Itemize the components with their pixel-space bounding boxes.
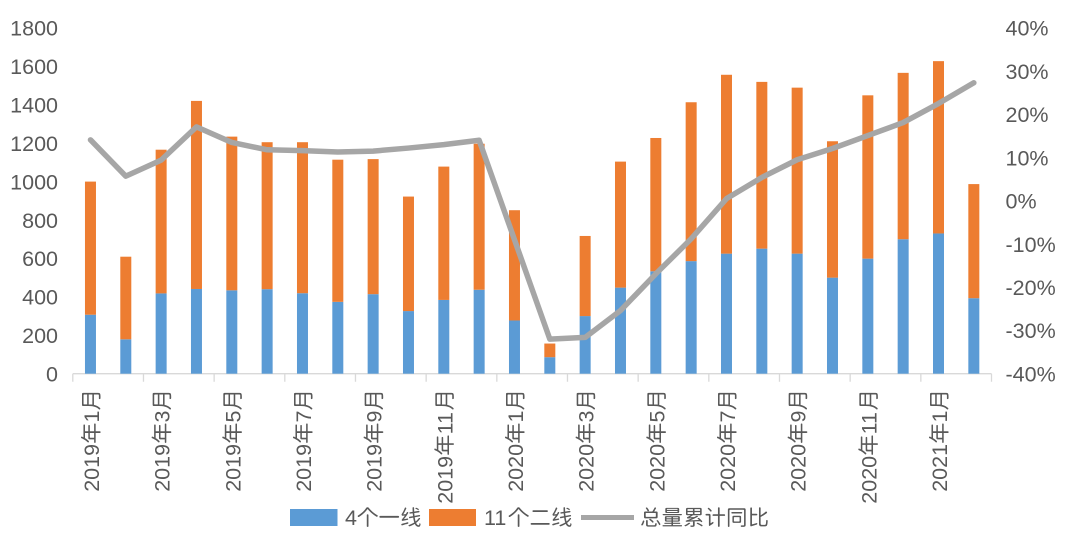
svg-text:2020: 2020 xyxy=(575,444,599,492)
svg-text:-20%: -20% xyxy=(1006,276,1056,300)
svg-text:20%: 20% xyxy=(1006,103,1049,127)
svg-text:5: 5 xyxy=(221,410,245,422)
svg-text:2019: 2019 xyxy=(221,444,245,492)
svg-text:1200: 1200 xyxy=(10,132,58,156)
svg-text:-30%: -30% xyxy=(1006,319,1056,343)
svg-text:2019: 2019 xyxy=(80,444,104,492)
svg-text:1: 1 xyxy=(80,410,104,422)
svg-text:2020: 2020 xyxy=(504,444,528,492)
svg-text:2019: 2019 xyxy=(433,456,457,504)
svg-text:400: 400 xyxy=(22,286,58,310)
svg-text:-40%: -40% xyxy=(1006,362,1056,386)
svg-text:800: 800 xyxy=(22,209,58,233)
svg-text:1600: 1600 xyxy=(10,55,58,79)
svg-text:1: 1 xyxy=(928,410,952,422)
svg-text:-10%: -10% xyxy=(1006,233,1056,257)
svg-text:30%: 30% xyxy=(1006,60,1049,84)
svg-text:600: 600 xyxy=(22,247,58,271)
svg-text:11: 11 xyxy=(857,412,881,434)
svg-text:2019: 2019 xyxy=(363,444,387,492)
svg-text:40%: 40% xyxy=(1006,17,1049,41)
svg-text:7: 7 xyxy=(716,410,740,422)
svg-text:4: 4 xyxy=(345,506,357,530)
svg-text:2020: 2020 xyxy=(716,444,740,492)
svg-text:1800: 1800 xyxy=(10,17,58,41)
svg-text:9: 9 xyxy=(363,410,387,422)
svg-text:2021: 2021 xyxy=(928,444,952,492)
svg-text:2020: 2020 xyxy=(857,456,881,504)
svg-text:3: 3 xyxy=(151,410,175,422)
svg-text:200: 200 xyxy=(22,324,58,348)
svg-text:1000: 1000 xyxy=(10,170,58,194)
svg-text:3: 3 xyxy=(575,410,599,422)
svg-text:0%: 0% xyxy=(1006,190,1037,214)
svg-text:2019: 2019 xyxy=(151,444,175,492)
svg-text:9: 9 xyxy=(787,410,811,422)
svg-text:2020: 2020 xyxy=(645,444,669,492)
svg-text:1400: 1400 xyxy=(10,93,58,117)
svg-text:2019: 2019 xyxy=(292,444,316,492)
svg-text:1: 1 xyxy=(504,410,528,422)
svg-text:7: 7 xyxy=(292,410,316,422)
svg-text:10%: 10% xyxy=(1006,146,1049,170)
svg-text:2020: 2020 xyxy=(787,444,811,492)
svg-text:11: 11 xyxy=(484,506,506,530)
svg-text:11: 11 xyxy=(433,412,457,434)
svg-text:5: 5 xyxy=(645,410,669,422)
svg-text:0: 0 xyxy=(46,362,58,386)
